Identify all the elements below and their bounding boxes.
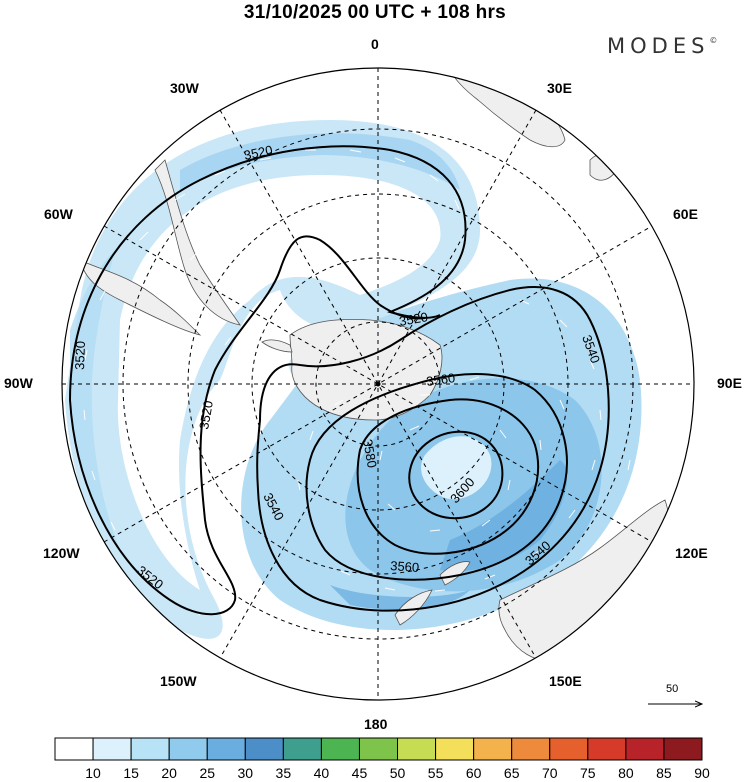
colorbar-swatch [397, 737, 437, 761]
contour-label: 3520 [243, 142, 274, 163]
colorbar-swatch [320, 737, 360, 761]
lon-label-180: 180 [364, 716, 388, 732]
height-contours [69, 145, 610, 616]
colorbar [54, 737, 703, 761]
new-zealand-north [439, 561, 471, 586]
colorbar-swatch [625, 737, 665, 761]
contour-3600 [408, 430, 504, 520]
contour-label: 3520 [398, 309, 429, 329]
lon-label-60w: 60W [44, 206, 73, 222]
colorbar-swatch [511, 737, 551, 761]
colorbar-swatch [549, 737, 589, 761]
colorbar-tick-label: 50 [389, 765, 406, 781]
map-border [61, 67, 695, 701]
colorbar-tick-label: 80 [618, 765, 634, 781]
lon-label-120e: 120E [675, 545, 708, 561]
lon-label-90e: 90E [717, 375, 742, 391]
colorbar-tick-label: 25 [199, 765, 216, 781]
colorbar-swatch [358, 737, 399, 761]
contour-3520-outer [69, 145, 467, 401]
map-title: 31/10/2025 00 UTC + 108 hrs [243, 2, 507, 23]
south-america [154, 159, 241, 326]
brand-logo: MODES© [607, 34, 717, 58]
south-pole-marker [375, 381, 381, 387]
colorbar-swatch [435, 737, 475, 761]
colorbar-tick-label: 60 [465, 765, 482, 781]
contour-label: 3560 [390, 558, 420, 575]
colorbar-tick-label: 20 [161, 765, 177, 781]
colorbar-tick-label: 90 [694, 765, 710, 781]
contour-3520-loop [69, 235, 426, 616]
colorbar-tick-label: 40 [313, 765, 330, 781]
contour-3540-main [256, 286, 610, 612]
colorbar-tick-label: 65 [503, 765, 520, 781]
lon-label-30w: 30W [170, 80, 199, 96]
antarctic-peninsula [261, 339, 293, 353]
south-america-west [79, 259, 202, 336]
jet-north-arc [180, 133, 460, 190]
new-zealand-south [394, 589, 433, 626]
lon-label-120w: 120W [43, 545, 80, 561]
colorbar-swatch [587, 737, 627, 761]
reference-vector-label: 50 [666, 683, 679, 695]
colorbar-tick-label: 10 [85, 765, 101, 781]
colorbar-tick-label: 45 [351, 765, 368, 781]
colorbar-tick-label: 75 [580, 765, 596, 781]
colorbar-swatch [473, 737, 513, 761]
colorbar-tick-label: 70 [541, 765, 558, 781]
colorbar-swatch [92, 737, 132, 761]
lon-label-60e: 60E [673, 206, 698, 222]
colorbar-swatch [663, 737, 703, 761]
jet-west-limb [70, 250, 120, 550]
colorbar-swatch [206, 737, 246, 761]
lon-label-0: 0 [371, 36, 379, 52]
colorbar-swatch [282, 737, 322, 761]
colorbar-tick-label: 15 [123, 765, 139, 781]
colorbar-tick-label: 85 [656, 765, 672, 781]
colorbar-swatch [130, 737, 170, 761]
contour-3560 [305, 373, 568, 581]
colorbar-swatch [244, 737, 284, 761]
colorbar-swatch [168, 737, 208, 761]
lon-label-90w: 90W [4, 375, 33, 391]
brand-name: MODES [607, 34, 710, 58]
colorbar-tick-label: 35 [275, 765, 292, 781]
lon-label-150e: 150E [549, 673, 582, 689]
copyright-mark: © [709, 36, 718, 45]
wind-vectors [83, 149, 643, 641]
colorbar-tick-label: 55 [427, 765, 444, 781]
jet-inner-hole [421, 436, 492, 500]
colorbar-swatch [54, 737, 94, 761]
colorbar-tick-label: 30 [237, 765, 254, 781]
lon-label-150w: 150W [160, 673, 197, 689]
contour-label: 3520 [196, 399, 216, 430]
lon-label-30e: 30E [547, 80, 572, 96]
contour-label: 3580 [360, 438, 380, 469]
jet-max-band-2 [330, 585, 470, 610]
contour-label: 3520 [72, 341, 88, 370]
